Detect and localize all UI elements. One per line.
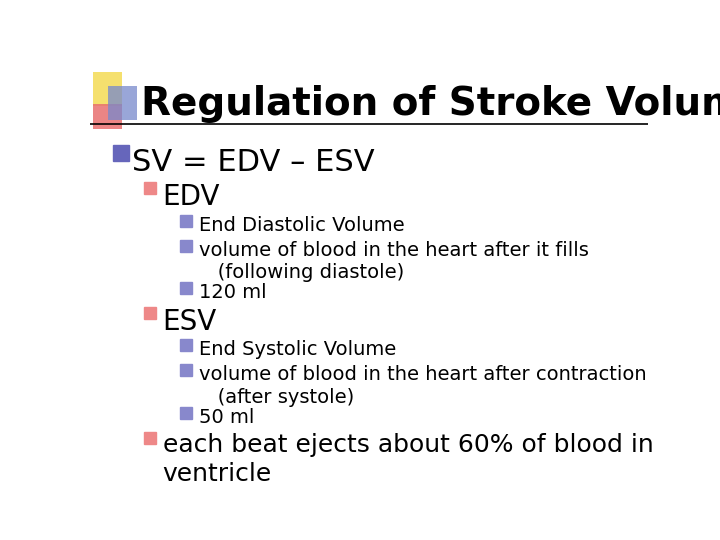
Bar bbox=[93, 104, 122, 129]
Text: each beat ejects about 60% of blood in
ventricle: each beat ejects about 60% of blood in v… bbox=[163, 433, 653, 485]
Text: ESV: ESV bbox=[163, 308, 217, 336]
Text: 50 ml: 50 ml bbox=[199, 408, 254, 427]
Text: End Systolic Volume: End Systolic Volume bbox=[199, 341, 396, 360]
Bar bbox=[109, 85, 138, 120]
Text: End Diastolic Volume: End Diastolic Volume bbox=[199, 216, 405, 235]
Text: 120 ml: 120 ml bbox=[199, 283, 266, 302]
Text: volume of blood in the heart after contraction
   (after systole): volume of blood in the heart after contr… bbox=[199, 366, 647, 407]
Bar bbox=[93, 72, 122, 106]
Text: volume of blood in the heart after it fills
   (following diastole): volume of blood in the heart after it fi… bbox=[199, 241, 589, 282]
Text: SV = EDV – ESV: SV = EDV – ESV bbox=[132, 148, 374, 177]
Text: EDV: EDV bbox=[163, 183, 220, 211]
Text: Regulation of Stroke Volume: Regulation of Stroke Volume bbox=[141, 85, 720, 123]
